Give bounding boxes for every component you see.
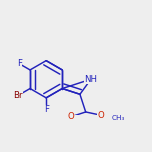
Text: F: F bbox=[17, 59, 22, 68]
Text: O: O bbox=[98, 111, 105, 120]
Text: Br: Br bbox=[13, 91, 23, 100]
Text: NH: NH bbox=[84, 75, 97, 84]
Text: CH₃: CH₃ bbox=[112, 115, 125, 121]
Text: F: F bbox=[44, 105, 49, 114]
Text: O: O bbox=[67, 112, 74, 121]
